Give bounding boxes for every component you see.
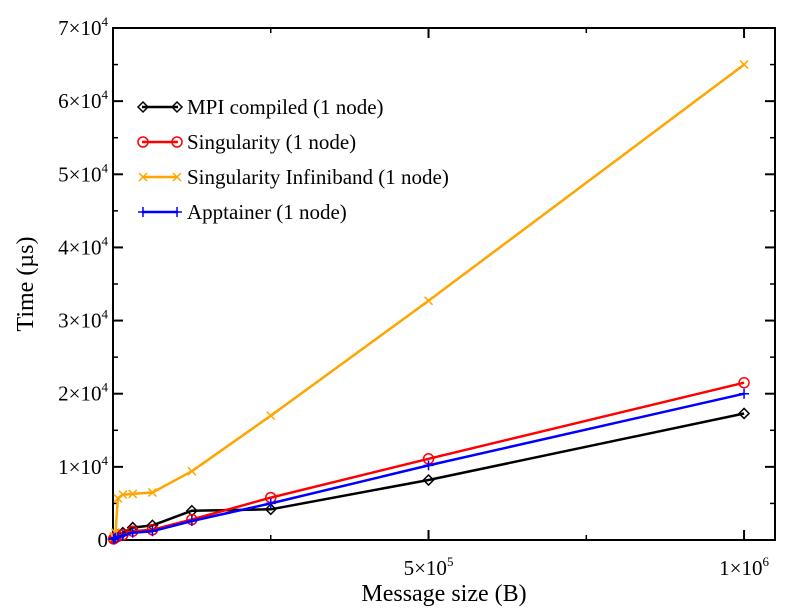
- y-tick-label: 2×104: [58, 380, 108, 406]
- plus-marker: [138, 207, 148, 217]
- x-marker: [739, 60, 749, 70]
- series-layer: [107, 60, 751, 545]
- legend-label: Singularity (1 node): [187, 130, 356, 154]
- x-marker: [266, 411, 276, 421]
- x-marker: [423, 296, 434, 306]
- diamond-marker: [422, 473, 435, 487]
- plus-marker: [117, 530, 128, 541]
- x-marker: [147, 487, 157, 497]
- diamond-marker: [170, 100, 184, 114]
- y-tick-label: 3×104: [58, 307, 108, 333]
- legend: MPI compiled (1 node) Singularity (1 node…: [136, 95, 449, 224]
- diamond-marker: [737, 407, 751, 420]
- plus-marker: [739, 388, 750, 399]
- x-marker: [118, 490, 128, 500]
- y-tick-label: 4×104: [58, 233, 108, 259]
- x-marker: [113, 493, 123, 503]
- plus-marker: [147, 526, 158, 537]
- y-tick-label: 1×104: [58, 453, 108, 479]
- diamond-marker: [264, 503, 277, 516]
- legend-item: Apptainer (1 node): [138, 200, 347, 224]
- x-axis-title: Message size (B): [361, 581, 526, 607]
- series-1: [107, 407, 751, 545]
- circle-marker: [137, 136, 149, 148]
- circle-marker: [171, 136, 183, 148]
- y-tick-label: 7×104: [58, 14, 108, 40]
- plus-marker: [127, 527, 138, 538]
- x-marker: [172, 172, 182, 182]
- legend-label: Singularity Infiniband (1 node): [187, 165, 449, 189]
- x-tick-label: 5×105: [404, 554, 454, 580]
- legend-item: Singularity (1 node): [137, 130, 356, 154]
- x-tick-label: 1×106: [719, 554, 769, 580]
- plus-marker: [172, 207, 182, 217]
- diamond-marker: [185, 504, 198, 517]
- plus-marker: [112, 532, 123, 543]
- y-tick-label: 5×104: [58, 160, 108, 186]
- x-marker: [138, 172, 148, 182]
- plus-marker: [186, 515, 197, 526]
- legend-item: MPI compiled (1 node): [136, 95, 384, 119]
- series-4: [108, 388, 750, 545]
- legend-item: Singularity Infiniband (1 node): [138, 165, 449, 189]
- y-tick-label: 6×104: [58, 87, 108, 113]
- x-marker: [128, 489, 138, 499]
- circle-marker: [738, 376, 750, 389]
- legend-label: MPI compiled (1 node): [187, 95, 384, 119]
- y-tick-label: 0: [98, 528, 109, 552]
- plus-marker: [265, 498, 276, 509]
- y-axis-title: Time (µs): [13, 237, 39, 332]
- diamond-marker: [136, 100, 150, 114]
- legend-label: Apptainer (1 node): [187, 200, 347, 224]
- plus-marker: [423, 460, 434, 471]
- axis-ticks: 0 1×104 2×104 3×104 4×104 5×104 6×104 7×104 5×10…: [58, 14, 775, 580]
- x-marker: [187, 466, 197, 476]
